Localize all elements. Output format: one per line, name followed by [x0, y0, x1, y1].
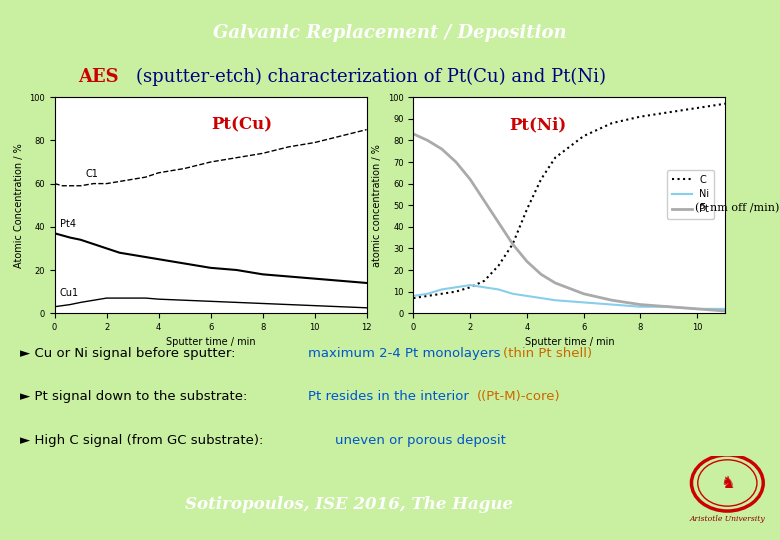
Text: uneven or porous deposit: uneven or porous deposit	[335, 434, 506, 447]
Text: Pt4: Pt4	[60, 219, 76, 229]
Text: Aristotle University: Aristotle University	[690, 516, 765, 523]
Text: maximum 2-4 Pt monolayers: maximum 2-4 Pt monolayers	[308, 347, 505, 360]
X-axis label: Sputter time / min: Sputter time / min	[166, 338, 255, 347]
Text: (thin Pt shell): (thin Pt shell)	[503, 347, 592, 360]
Y-axis label: Atomic Concentration / %: Atomic Concentration / %	[13, 143, 23, 268]
Text: ► Cu or Ni signal before sputter:: ► Cu or Ni signal before sputter:	[20, 347, 248, 360]
Text: Galvanic Replacement / Deposition: Galvanic Replacement / Deposition	[213, 24, 567, 42]
Legend: C, Ni, Pt: C, Ni, Pt	[667, 170, 714, 219]
Text: ► Pt signal down to the substrate:: ► Pt signal down to the substrate:	[20, 390, 255, 403]
Text: Sotiropoulos, ISE 2016, The Hague: Sotiropoulos, ISE 2016, The Hague	[185, 496, 513, 514]
Y-axis label: atomic concentration / %: atomic concentration / %	[372, 144, 382, 267]
Text: (5 nm off /min): (5 nm off /min)	[695, 202, 779, 213]
Text: ((Pt-M)-core): ((Pt-M)-core)	[477, 390, 561, 403]
Text: Pt resides in the interior: Pt resides in the interior	[308, 390, 469, 403]
Text: ♞: ♞	[720, 474, 735, 492]
Text: AES: AES	[78, 68, 119, 86]
Text: Pt(Cu): Pt(Cu)	[211, 117, 272, 134]
Text: ► High C signal (from GC substrate):: ► High C signal (from GC substrate):	[20, 434, 275, 447]
Text: Cu1: Cu1	[60, 288, 79, 298]
Text: C1: C1	[86, 169, 99, 179]
X-axis label: Sputter time / min: Sputter time / min	[525, 338, 614, 347]
Text: (sputter-etch) characterization of Pt(Cu) and Pt(Ni): (sputter-etch) characterization of Pt(Cu…	[136, 68, 607, 86]
Text: Pt(Ni): Pt(Ni)	[509, 117, 567, 134]
